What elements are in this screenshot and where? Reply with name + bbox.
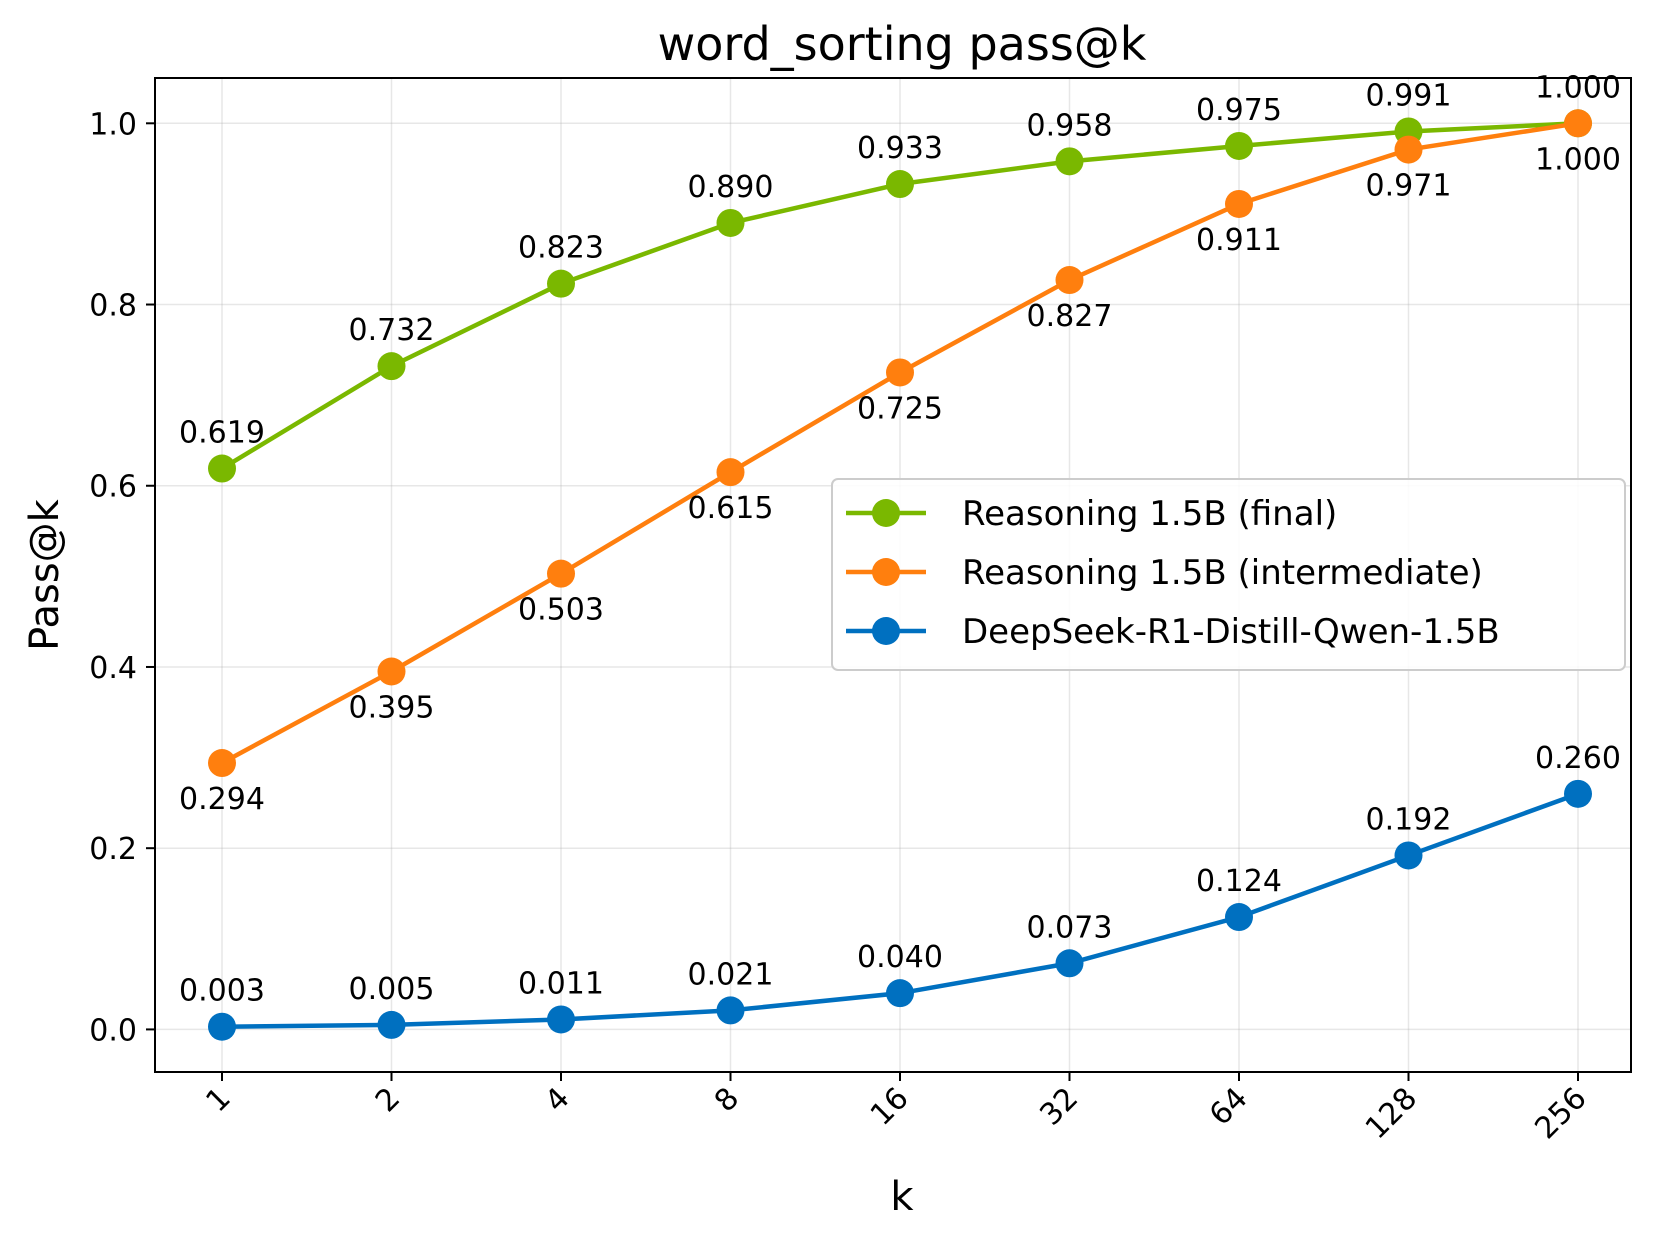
data-point [1055,266,1084,295]
y-tick-label: 0.6 [89,470,137,505]
data-label: 0.732 [349,313,435,348]
data-label: 0.192 [1366,802,1452,837]
legend-item-2: DeepSeek-R1-Distill-Qwen-1.5B [846,612,1500,652]
data-label: 0.503 [518,593,604,628]
y-tick-label: 1.0 [89,107,137,142]
y-tick-label: 0.4 [89,651,137,686]
data-label: 0.958 [1027,108,1113,143]
data-point [547,269,575,298]
legend-label: DeepSeek-R1-Distill-Qwen-1.5B [962,612,1500,652]
y-tick-label: 0.8 [89,289,137,324]
data-label: 0.827 [1027,299,1113,334]
data-point [547,1005,575,1034]
legend-item-1: Reasoning 1.5B (intermediate) [846,553,1483,593]
data-point [716,996,745,1025]
series-layer: 0.619 0.732 0.823 0.890 0.933 0.958 0.975 0.991… [179,70,1621,1041]
data-label: 0.890 [688,170,774,205]
data-point [1055,147,1084,176]
data-label: 0.294 [179,782,265,817]
legend-marker [872,617,900,645]
data-label: 0.823 [518,231,604,266]
data-point [886,170,914,199]
chart-title: word_sorting pass@k [658,17,1147,71]
data-label: 0.021 [688,957,774,992]
legend-item-0: Reasoning 1.5B (final) [846,494,1337,534]
data-point [208,1012,236,1041]
data-label: 0.725 [857,391,943,426]
data-point [1394,135,1423,164]
data-label: 0.073 [1027,910,1113,945]
data-label: 0.615 [688,491,774,526]
x-axis-label: k [890,1174,914,1220]
legend-marker [872,558,900,586]
data-point [547,559,575,588]
y-tick-label: 0.0 [89,1013,137,1048]
data-label: 0.003 [179,974,265,1009]
y-axis: 0.0 0.2 0.4 0.6 0.8 1.0 [89,107,155,1048]
data-point [1225,131,1253,160]
data-point [377,1010,406,1039]
y-axis-label: Pass@k [22,498,68,651]
legend-label: Reasoning 1.5B (intermediate) [962,553,1483,593]
plot-frame [154,77,1632,1073]
series-0: 0.619 0.732 0.823 0.890 0.933 0.958 0.975 0.991… [179,70,1621,483]
legend-marker [872,499,900,527]
data-point [377,657,406,686]
data-point [1225,189,1253,218]
data-point [1225,903,1253,932]
data-point [1055,949,1084,978]
data-point [1564,779,1592,808]
data-point [886,358,914,387]
data-label: 0.040 [857,940,943,975]
legend-box [831,478,1626,671]
data-point [1394,841,1423,870]
data-label: 0.975 [1196,93,1282,128]
data-point [886,979,914,1008]
data-label: 0.933 [857,131,943,166]
data-label: 0.971 [1366,169,1452,204]
legend-label: Reasoning 1.5B (final) [962,494,1337,534]
data-point [716,458,745,487]
data-point [1564,109,1592,138]
data-point [377,352,406,381]
data-label: 0.619 [179,416,265,451]
legend: Reasoning 1.5B (final) Reasoning 1.5B (in… [831,478,1626,671]
data-point [716,208,745,237]
series-1: 0.294 0.395 0.503 0.615 0.725 0.827 0.911 0.971… [179,109,1621,817]
data-point [208,454,236,483]
data-label: 0.911 [1196,223,1282,258]
series-2: 0.003 0.005 0.011 0.021 0.040 0.073 0.124 0.192… [179,741,1621,1041]
data-point [208,749,236,778]
data-label: 0.260 [1535,741,1621,776]
y-tick-label: 0.2 [89,832,137,867]
data-label: 1.000 [1535,70,1621,105]
data-label: 0.005 [349,972,435,1007]
data-label: 0.124 [1196,864,1282,899]
data-label: 0.991 [1366,78,1452,113]
data-label: 0.011 [518,966,604,1001]
data-label: 1.000 [1535,142,1621,177]
data-label: 0.395 [349,691,435,726]
